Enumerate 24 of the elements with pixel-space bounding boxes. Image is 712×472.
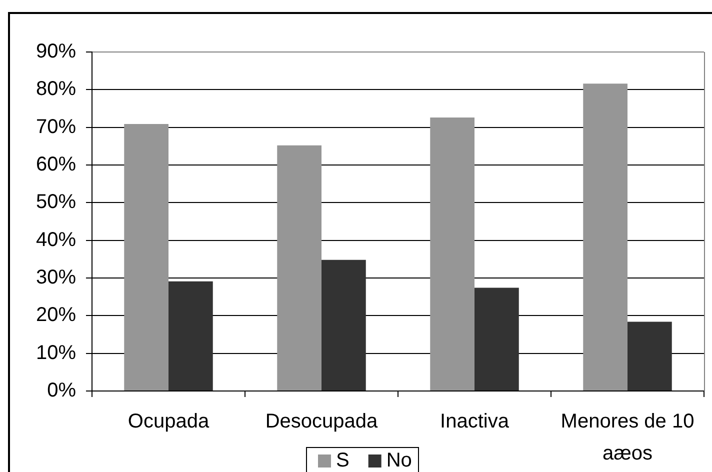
bar bbox=[124, 124, 168, 390]
y-tick-label: 20% bbox=[36, 304, 76, 326]
y-tick-label: 50% bbox=[36, 191, 76, 214]
y-tick-label: 60% bbox=[36, 154, 76, 176]
bar bbox=[322, 260, 366, 390]
y-tick-label: 30% bbox=[36, 266, 76, 289]
bar bbox=[168, 281, 213, 390]
y-tick-label: 40% bbox=[36, 228, 76, 251]
bar bbox=[583, 84, 628, 390]
x-tick-label: Menores de 10 aæos bbox=[560, 410, 694, 465]
bar bbox=[277, 145, 322, 390]
y-tick-label: 80% bbox=[36, 78, 76, 100]
bar bbox=[474, 288, 519, 390]
legend-label: S bbox=[336, 450, 350, 472]
y-tick-label: 0% bbox=[47, 380, 76, 402]
y-tick-label: 90% bbox=[36, 40, 76, 63]
x-tick-label: Inactiva bbox=[440, 410, 510, 433]
y-tick-label: 10% bbox=[36, 342, 76, 364]
legend-label: No bbox=[386, 450, 412, 472]
bar bbox=[430, 118, 474, 390]
x-tick-label: Ocupada bbox=[128, 410, 210, 433]
y-tick-label: 70% bbox=[36, 116, 76, 138]
bar bbox=[628, 322, 672, 390]
x-tick-label: Desocupada bbox=[265, 410, 379, 433]
